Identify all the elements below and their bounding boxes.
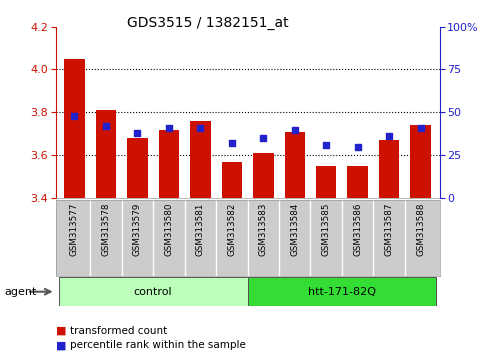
Bar xyxy=(158,130,179,198)
Text: GSM313586: GSM313586 xyxy=(353,202,362,256)
Bar xyxy=(222,162,242,198)
Bar xyxy=(248,277,436,306)
Bar xyxy=(127,138,148,198)
Text: GSM313582: GSM313582 xyxy=(227,202,236,256)
Bar xyxy=(59,277,248,306)
Text: GSM313588: GSM313588 xyxy=(416,202,425,256)
Text: GSM313583: GSM313583 xyxy=(259,202,268,256)
Bar xyxy=(316,166,337,198)
Text: GSM313577: GSM313577 xyxy=(70,202,79,256)
Point xyxy=(417,125,425,131)
Text: agent: agent xyxy=(5,287,37,297)
Point xyxy=(228,141,236,146)
Bar xyxy=(64,59,85,198)
Bar xyxy=(190,121,211,198)
Text: transformed count: transformed count xyxy=(70,326,167,336)
Point xyxy=(102,123,110,129)
Bar xyxy=(284,132,305,198)
Text: percentile rank within the sample: percentile rank within the sample xyxy=(70,340,246,350)
Text: GSM313579: GSM313579 xyxy=(133,202,142,256)
Text: htt-171-82Q: htt-171-82Q xyxy=(308,287,376,297)
Text: GDS3515 / 1382151_at: GDS3515 / 1382151_at xyxy=(127,16,288,30)
Point xyxy=(291,127,298,132)
Text: GSM313578: GSM313578 xyxy=(101,202,111,256)
Bar xyxy=(411,125,431,198)
Text: GSM313587: GSM313587 xyxy=(384,202,394,256)
Text: ■: ■ xyxy=(56,340,66,350)
Point xyxy=(322,142,330,148)
Text: ■: ■ xyxy=(56,326,66,336)
Text: GSM313585: GSM313585 xyxy=(322,202,331,256)
Point xyxy=(385,133,393,139)
Text: GSM313580: GSM313580 xyxy=(164,202,173,256)
Text: GSM313584: GSM313584 xyxy=(290,202,299,256)
Point xyxy=(133,130,141,136)
Point xyxy=(354,144,362,149)
Point xyxy=(259,135,267,141)
Point xyxy=(165,125,173,131)
Point xyxy=(71,113,78,119)
Bar xyxy=(96,110,116,198)
Text: control: control xyxy=(134,287,172,297)
Text: GSM313581: GSM313581 xyxy=(196,202,205,256)
Bar xyxy=(253,153,273,198)
Bar xyxy=(379,140,399,198)
Point xyxy=(197,125,204,131)
Bar xyxy=(347,166,368,198)
